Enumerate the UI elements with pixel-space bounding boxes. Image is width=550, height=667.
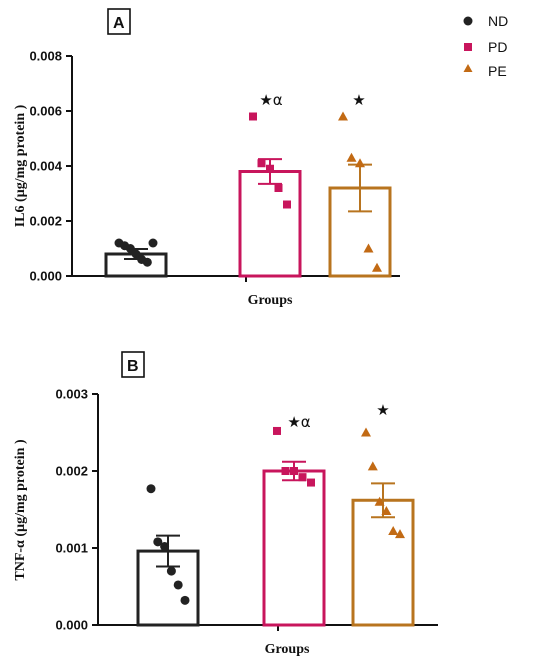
panel-b-letter-box <box>121 351 145 378</box>
data-point-pd <box>298 473 307 482</box>
panel-b-annotation-pd: ★α <box>287 413 310 431</box>
data-point-pd <box>249 112 257 121</box>
legend-nd-marker <box>463 16 473 26</box>
data-point-nd <box>131 249 141 259</box>
data-point-pe <box>374 496 385 506</box>
data-point-pd <box>266 164 274 173</box>
panel-b-letter: B <box>127 358 139 375</box>
data-point-nd <box>142 257 152 267</box>
panel-b-y-axis-label: TNF-α (µg/mg protein ) <box>13 439 28 581</box>
panel-b: B 0.000 0.001 0.002 0.003 Groups TNF-α (µg/… <box>13 351 438 657</box>
data-point-nd <box>153 537 163 547</box>
y-tick-label: 0.000 <box>55 618 88 633</box>
bar-pe <box>351 498 415 627</box>
panel-b-points <box>146 426 405 605</box>
y-tick-label: 0.004 <box>29 159 62 174</box>
data-point-pd <box>274 184 283 192</box>
bar-pd <box>262 469 326 627</box>
data-point-pd <box>281 467 290 475</box>
legend-pe-marker <box>463 64 473 72</box>
y-tick-label: 0.008 <box>29 49 62 64</box>
data-point-pe <box>361 427 371 437</box>
data-point-pd <box>283 200 291 209</box>
data-point-pd <box>307 478 315 487</box>
panel-a-points <box>114 111 382 272</box>
panel-a-x-axis-label: Groups <box>248 293 293 308</box>
data-point-pe <box>381 506 392 516</box>
panel-b-annotation-pe: ★ <box>376 401 389 419</box>
data-point-pe <box>367 461 378 471</box>
y-tick-label: 0.002 <box>29 214 62 229</box>
legend-pe-label: PE <box>488 63 507 79</box>
panel-a-y-ticks: 0.000 0.002 0.004 0.006 0.008 <box>29 49 72 284</box>
panel-a: A 0.000 0.002 0.004 0.006 0.008 Groups IL6 (… <box>13 8 400 308</box>
y-tick-label: 0.003 <box>55 387 88 402</box>
panel-a-y-axis-label: IL6 (µg/mg protein ) <box>13 104 28 227</box>
bar-pd <box>238 170 302 278</box>
data-point-nd <box>166 566 176 576</box>
data-point-pe <box>355 158 365 168</box>
panel-a-annotation-pd: ★α <box>259 91 282 109</box>
data-point-pe <box>363 243 374 253</box>
data-point-pe <box>388 526 399 536</box>
data-point-nd <box>125 244 135 253</box>
data-point-pd <box>290 467 298 475</box>
data-point-nd <box>148 238 158 248</box>
data-point-nd <box>160 541 170 551</box>
legend: ND PD PE <box>463 13 508 79</box>
y-tick-label: 0.006 <box>29 104 62 119</box>
panel-b-bars <box>136 460 415 627</box>
y-tick-label: 0.001 <box>55 541 88 556</box>
data-point-pe <box>338 111 348 121</box>
data-point-nd <box>173 580 183 590</box>
data-point-pd <box>273 426 281 435</box>
data-point-pd <box>257 159 266 168</box>
y-tick-label: 0.002 <box>55 464 88 479</box>
data-point-pe <box>372 262 382 272</box>
data-point-nd <box>180 595 190 605</box>
panel-a-annotation-pe: ★ <box>352 91 365 109</box>
data-point-pe <box>395 529 405 539</box>
panel-b-x-axis-label: Groups <box>265 642 310 657</box>
y-tick-label: 0.000 <box>29 269 62 284</box>
data-point-nd <box>146 484 156 494</box>
legend-pd-marker <box>464 43 472 51</box>
panel-a-letter-box <box>107 8 131 35</box>
panel-a-letter: A <box>113 15 125 32</box>
data-point-pe <box>346 152 357 162</box>
legend-nd-label: ND <box>488 13 508 29</box>
panel-b-y-ticks: 0.000 0.001 0.002 0.003 <box>55 387 98 633</box>
legend-pd-label: PD <box>488 39 507 55</box>
